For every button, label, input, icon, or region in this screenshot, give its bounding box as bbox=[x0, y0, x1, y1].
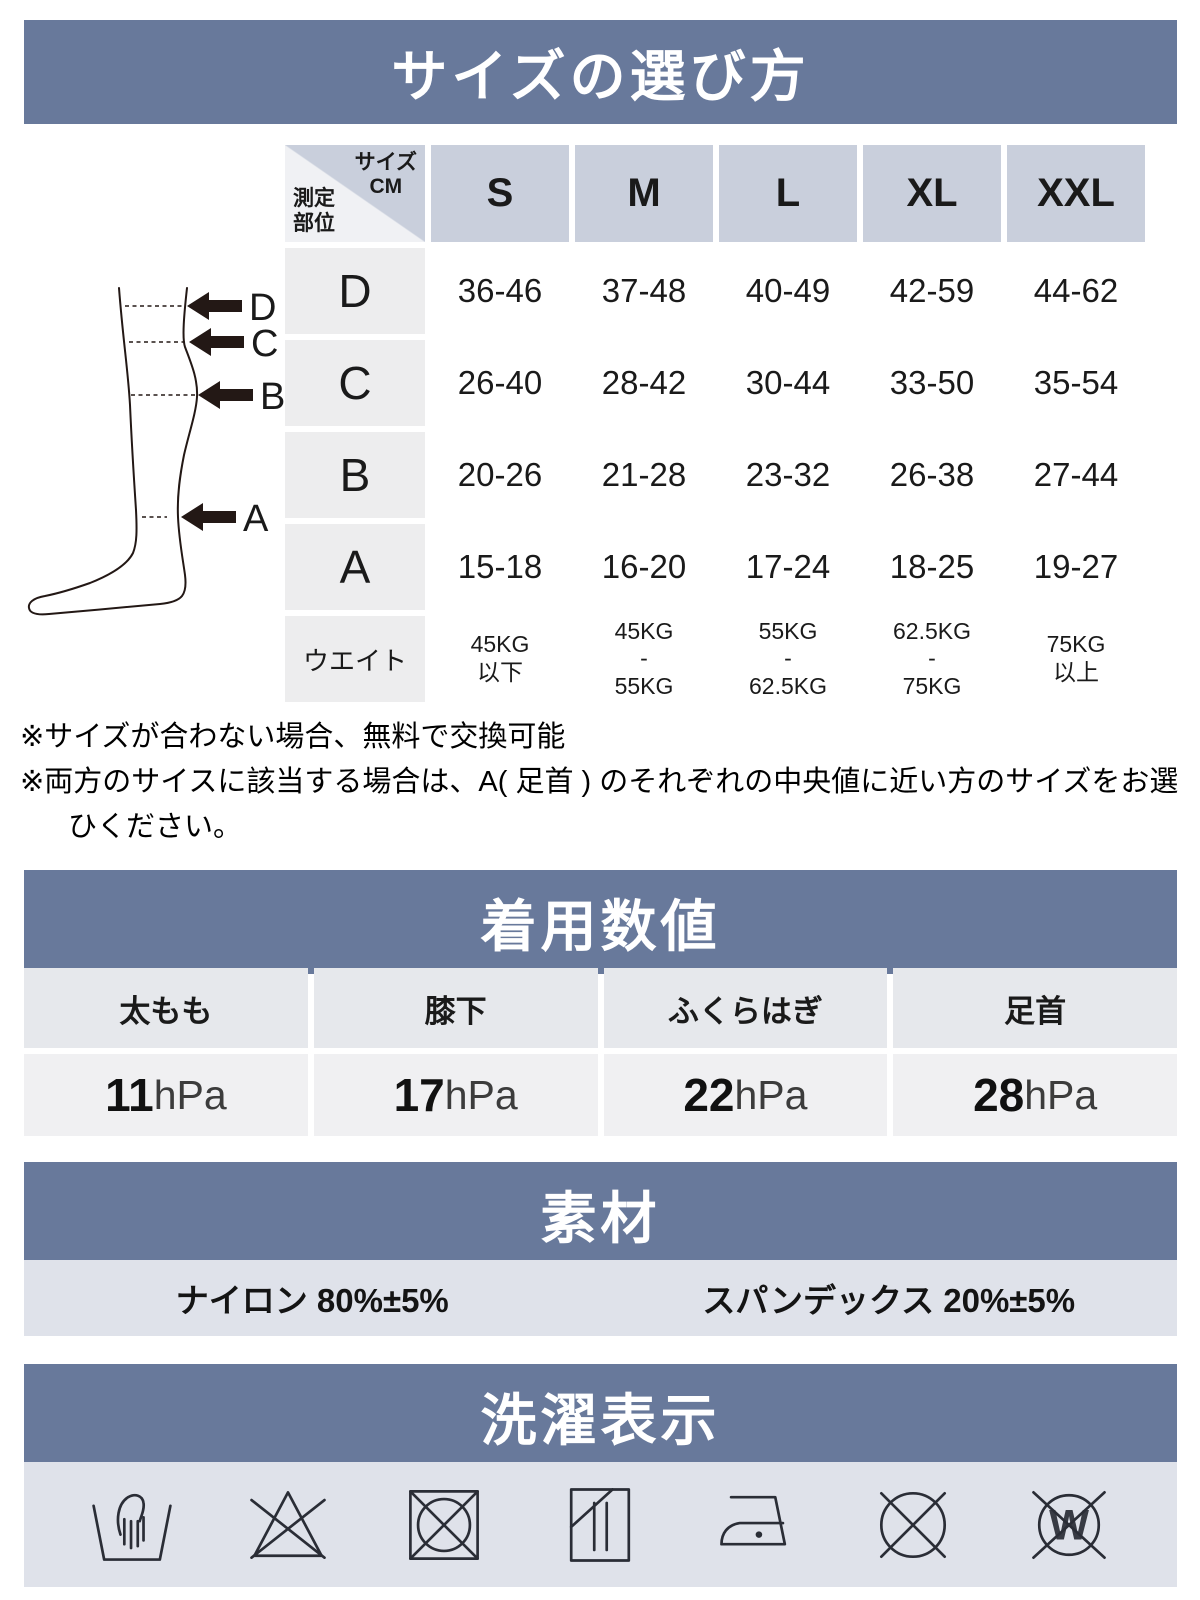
size-row-header-A: A bbox=[285, 524, 425, 610]
size-cell: 35-54 bbox=[1007, 340, 1145, 426]
size-notes: ※サイズが合わない場合、無料で交換可能 ※両方のサイスに該当する場合は、A( 足首… bbox=[20, 715, 1180, 850]
size-row-header-C: C bbox=[285, 340, 425, 426]
size-cell: 62.5KG - 75KG bbox=[863, 616, 1001, 702]
size-cell: 18-25 bbox=[863, 524, 1001, 610]
leg-outline bbox=[27, 287, 199, 616]
pressure-value-ふくらはぎ: 22 hPa bbox=[603, 1054, 888, 1136]
size-cell: 75KG 以上 bbox=[1007, 616, 1145, 702]
leg-measurement-diagram: D C B A bbox=[27, 287, 285, 616]
size-cell: 45KG - 55KG bbox=[575, 616, 713, 702]
size-table-corner-cell: サイズ CM 測定 部位 bbox=[285, 145, 425, 242]
pressure-header-膝下: 膝下 bbox=[313, 968, 598, 1048]
pressure-section-banner: 着用数値 bbox=[24, 870, 1177, 974]
material-section-title: 素材 bbox=[540, 1186, 661, 1250]
size-cell: 33-50 bbox=[863, 340, 1001, 426]
material-section-banner: 素材 bbox=[24, 1162, 1177, 1266]
size-column-header-xxl: XXL bbox=[1007, 145, 1145, 242]
laundry-symbols-panel: W bbox=[24, 1462, 1177, 1587]
pressure-header-足首: 足首 bbox=[893, 968, 1177, 1048]
size-cell: 26-40 bbox=[431, 340, 569, 426]
size-cell: 55KG - 62.5KG bbox=[719, 616, 857, 702]
material-item-nylon: ナイロン 80%±5% bbox=[175, 1282, 449, 1319]
diagram-label-c: C bbox=[251, 323, 278, 365]
size-column-header-m: M bbox=[575, 145, 713, 242]
size-cell: 15-18 bbox=[431, 524, 569, 610]
pressure-number: 28 bbox=[973, 1069, 1025, 1121]
size-cell: 21-28 bbox=[575, 432, 713, 518]
corner-label-cm: CM bbox=[369, 175, 403, 199]
size-cell: 30-44 bbox=[719, 340, 857, 426]
arrow-c-icon bbox=[189, 328, 244, 356]
pressure-header-太もも: 太もも bbox=[24, 968, 308, 1048]
size-column-header-l: L bbox=[719, 145, 857, 242]
size-cell: 16-20 bbox=[575, 524, 713, 610]
size-cell: 42-59 bbox=[863, 248, 1001, 334]
no-tumble-dry-icon bbox=[396, 1477, 492, 1573]
no-wet-clean-icon: W bbox=[1021, 1477, 1117, 1573]
size-cell: 23-32 bbox=[719, 432, 857, 518]
pressure-unit: hPa bbox=[734, 1071, 808, 1118]
size-cell: 17-24 bbox=[719, 524, 857, 610]
size-cell: 26-38 bbox=[863, 432, 1001, 518]
iron-low-icon bbox=[709, 1477, 805, 1573]
size-row-header-ウエイト: ウエイト bbox=[285, 616, 425, 702]
size-row-header-D: D bbox=[285, 248, 425, 334]
pressure-value-太もも: 11 hPa bbox=[24, 1054, 308, 1136]
size-cell: 28-42 bbox=[575, 340, 713, 426]
pressure-value-膝下: 17 hPa bbox=[313, 1054, 598, 1136]
pressure-value-足首: 28 hPa bbox=[893, 1054, 1177, 1136]
arrow-d-icon bbox=[187, 292, 242, 320]
no-bleach-icon bbox=[240, 1477, 336, 1573]
pressure-number: 22 bbox=[683, 1069, 735, 1121]
pressure-number: 11 bbox=[105, 1069, 154, 1121]
pressure-number: 17 bbox=[393, 1069, 445, 1121]
size-row-header-B: B bbox=[285, 432, 425, 518]
diagram-label-d: D bbox=[249, 287, 276, 329]
arrow-a-icon bbox=[181, 503, 236, 531]
material-row: ナイロン 80%±5% スパンデックス 20%±5% bbox=[24, 1260, 1177, 1336]
pressure-unit: hPa bbox=[153, 1071, 227, 1118]
diagram-label-b: B bbox=[260, 376, 285, 418]
size-cell: 20-26 bbox=[431, 432, 569, 518]
size-cell: 40-49 bbox=[719, 248, 857, 334]
size-column-header-s: S bbox=[431, 145, 569, 242]
laundry-section-banner: 洗濯表示 bbox=[24, 1364, 1177, 1468]
no-dry-clean-icon bbox=[865, 1477, 961, 1573]
hand-wash-icon bbox=[84, 1477, 180, 1573]
size-cell: 36-46 bbox=[431, 248, 569, 334]
pressure-unit: hPa bbox=[1024, 1071, 1098, 1118]
pressure-table: 太もも 膝下 ふくらはぎ 足首 11 hPa 17 hPa 22 hPa 28 hPa bbox=[24, 968, 1177, 1136]
size-section-title: サイズの選び方 bbox=[391, 44, 810, 108]
size-cell: 45KG 以下 bbox=[431, 616, 569, 702]
note-line-3: ひください。 bbox=[68, 810, 243, 843]
arrow-b-icon bbox=[198, 381, 253, 409]
pressure-unit: hPa bbox=[444, 1071, 518, 1118]
laundry-section-title: 洗濯表示 bbox=[480, 1388, 721, 1452]
diagram-label-a: A bbox=[243, 498, 269, 540]
size-cell: 44-62 bbox=[1007, 248, 1145, 334]
note-line-1: ※サイズが合わない場合、無料で交換可能 bbox=[20, 721, 566, 753]
corner-label-size: サイズ bbox=[354, 151, 417, 174]
drip-dry-shade-icon bbox=[552, 1477, 648, 1573]
size-cell: 19-27 bbox=[1007, 524, 1145, 610]
material-item-spandex: スパンデックス 20%±5% bbox=[702, 1282, 1076, 1319]
pressure-section-title: 着用数値 bbox=[480, 894, 721, 958]
corner-label-measure-part: 測定 部位 bbox=[293, 186, 335, 235]
size-cell: 37-48 bbox=[575, 248, 713, 334]
size-cell: 27-44 bbox=[1007, 432, 1145, 518]
size-section-banner: サイズの選び方 bbox=[24, 20, 1177, 124]
pressure-header-ふくらはぎ: ふくらはぎ bbox=[603, 968, 888, 1048]
note-line-2: ※両方のサイスに該当する場合は、A( 足首 ) のそれぞれの中央値に近い方のサイ… bbox=[20, 765, 1179, 798]
size-table: サイズ CM 測定 部位 S M L XL XXL D 36-46 37-48 40-49 42-… bbox=[285, 145, 1145, 702]
size-column-header-xl: XL bbox=[863, 145, 1001, 242]
